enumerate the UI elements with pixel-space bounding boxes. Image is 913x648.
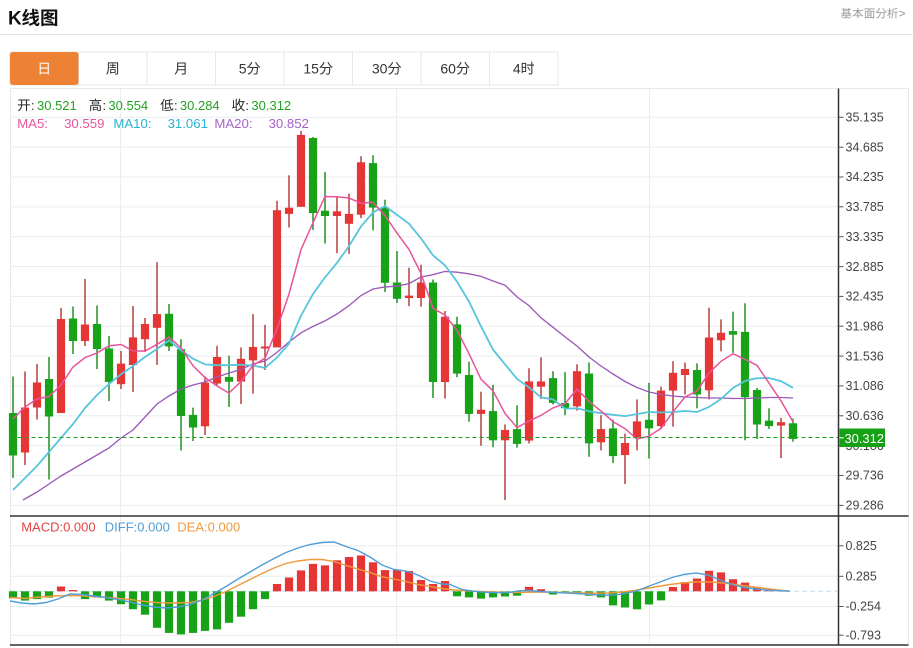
svg-text::: : — [103, 98, 107, 113]
svg-text:30.312: 30.312 — [251, 98, 291, 113]
svg-text:K: K — [8, 9, 22, 30]
svg-text:33.335: 33.335 — [846, 230, 884, 244]
svg-text:>: > — [899, 7, 906, 21]
svg-text:32.435: 32.435 — [846, 290, 884, 304]
svg-text:33.785: 33.785 — [846, 200, 884, 214]
svg-text:29.286: 29.286 — [846, 499, 884, 513]
svg-text:DIFF:0.000: DIFF:0.000 — [105, 520, 170, 535]
svg-text:32.885: 32.885 — [846, 260, 884, 274]
svg-text:60: 60 — [440, 61, 456, 77]
svg-text:DEA:0.000: DEA:0.000 — [177, 520, 240, 535]
svg-text:35.135: 35.135 — [846, 111, 884, 125]
svg-text:30.312: 30.312 — [845, 431, 884, 446]
svg-text:4: 4 — [513, 61, 521, 77]
svg-text:29.736: 29.736 — [846, 469, 884, 483]
svg-text:30.284: 30.284 — [180, 98, 220, 113]
svg-text:MA5:: MA5: — [17, 116, 48, 131]
svg-text::: : — [174, 98, 178, 113]
svg-text:30: 30 — [372, 61, 388, 77]
svg-text:0.825: 0.825 — [846, 539, 877, 553]
svg-text:31.086: 31.086 — [846, 379, 884, 393]
svg-text:30.521: 30.521 — [37, 98, 77, 113]
svg-text::: : — [245, 98, 249, 113]
svg-text:34.235: 34.235 — [846, 170, 884, 184]
svg-text:MACD:0.000: MACD:0.000 — [21, 520, 95, 535]
svg-text:30.554: 30.554 — [108, 98, 148, 113]
svg-text:34.685: 34.685 — [846, 140, 884, 154]
svg-text:-0.793: -0.793 — [846, 628, 881, 642]
svg-text:31.061: 31.061 — [168, 116, 208, 131]
svg-text:5: 5 — [239, 61, 247, 77]
svg-text:0.285: 0.285 — [846, 570, 877, 584]
svg-text:31.986: 31.986 — [846, 319, 884, 333]
svg-text:31.536: 31.536 — [846, 349, 884, 363]
svg-text:-0.254: -0.254 — [846, 600, 881, 614]
svg-text:MA20:: MA20: — [214, 116, 252, 131]
svg-text:MA10:: MA10: — [113, 116, 151, 131]
svg-text:30.636: 30.636 — [846, 409, 884, 423]
svg-text:15: 15 — [303, 61, 319, 77]
svg-text::: : — [31, 98, 35, 113]
svg-text:30.559: 30.559 — [64, 116, 104, 131]
svg-text:30.852: 30.852 — [269, 116, 309, 131]
